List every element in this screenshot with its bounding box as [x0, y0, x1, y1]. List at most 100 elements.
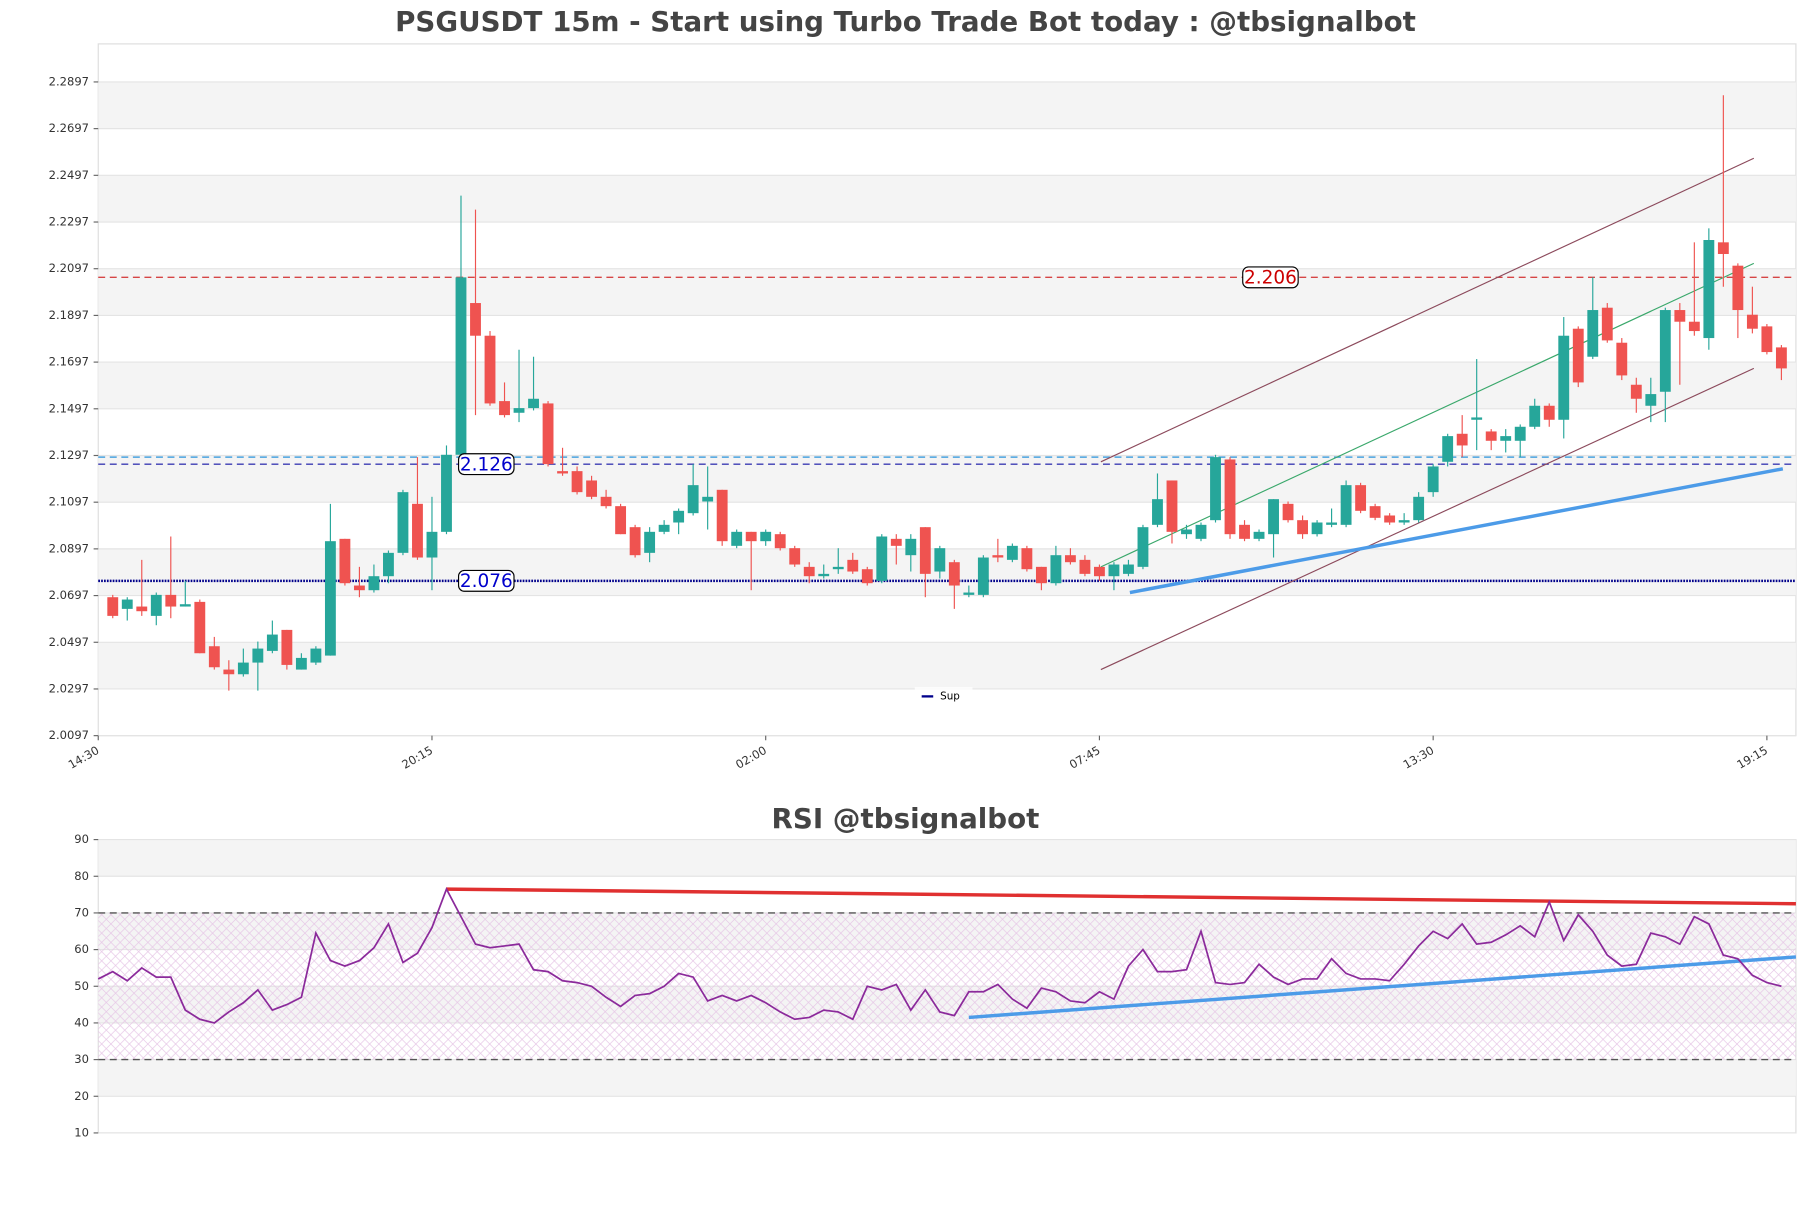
- candle-body: [1732, 265, 1744, 311]
- candle-body: [1442, 436, 1454, 462]
- grid-band: [98, 1059, 1796, 1097]
- candle-body: [731, 531, 743, 546]
- candle-body: [818, 573, 830, 577]
- candle-body: [687, 485, 699, 514]
- y-tick-label: 2.1897: [49, 308, 89, 322]
- level-label-text: 2.126: [460, 454, 513, 475]
- candle-body: [1398, 520, 1410, 523]
- y-tick-label: 2.0697: [49, 588, 89, 602]
- candle-body: [919, 527, 931, 574]
- trend-line: [1129, 467, 1784, 595]
- legend-label: Sup: [940, 690, 960, 702]
- candle-body: [745, 531, 757, 542]
- candle-body: [1674, 310, 1686, 322]
- candle-body: [1601, 307, 1613, 341]
- level-label-box: [457, 569, 515, 592]
- grid-band: [98, 175, 1796, 223]
- candle-body: [803, 566, 815, 577]
- candle-body: [237, 662, 249, 675]
- candle-body: [658, 524, 670, 532]
- candle-body: [528, 398, 539, 409]
- candle-body: [1035, 566, 1047, 584]
- candle-body: [252, 648, 264, 663]
- candle-body: [1021, 548, 1033, 570]
- candle-body: [1616, 342, 1628, 376]
- candle-body: [1471, 417, 1483, 420]
- candle-body: [499, 401, 510, 416]
- candle-body: [1587, 310, 1599, 357]
- y-tick-label: 20: [74, 1089, 89, 1103]
- candle-body: [876, 536, 888, 581]
- candle-body: [1500, 436, 1512, 441]
- level-label: 2.076: [457, 569, 515, 592]
- candle-body: [644, 531, 656, 553]
- y-tick-label: 2.0097: [49, 728, 89, 742]
- candle-body: [615, 506, 627, 535]
- candle-body: [136, 606, 148, 612]
- candle-body: [1514, 426, 1526, 441]
- candle-body: [1384, 515, 1396, 523]
- candle-body: [1413, 496, 1425, 521]
- candle-body: [455, 277, 467, 455]
- candle-body: [1239, 524, 1250, 539]
- candle-body: [1543, 405, 1555, 420]
- candle-body: [832, 566, 844, 570]
- candle-body: [1775, 347, 1787, 369]
- candle-body: [266, 634, 278, 651]
- x-tick-label: 13:30: [1401, 743, 1437, 772]
- candle-body: [397, 492, 409, 553]
- rsi-line: [97, 886, 1782, 1024]
- y-tick-label: 2.2097: [49, 261, 89, 275]
- level-label-text: 2.206: [1244, 268, 1297, 289]
- candle-body: [1108, 564, 1120, 577]
- candle-body: [992, 555, 1004, 558]
- candle-body: [339, 538, 351, 584]
- candle-body: [1253, 531, 1265, 539]
- y-tick-label: 40: [74, 1015, 89, 1029]
- grid-band: [98, 81, 1796, 129]
- candle-body: [1659, 310, 1671, 392]
- candle-body: [1369, 506, 1381, 518]
- legend-box: [914, 687, 973, 706]
- candle-body: [484, 335, 496, 404]
- grid-band: [98, 455, 1796, 503]
- candle-body: [557, 471, 568, 474]
- trend-line: [1100, 367, 1755, 671]
- x-tick-label: 07:45: [1067, 743, 1103, 772]
- candle-body: [1572, 328, 1584, 383]
- candle-body: [1282, 503, 1294, 521]
- candle-body: [963, 592, 975, 595]
- level-label-box: [1242, 266, 1299, 289]
- candle-body: [426, 531, 438, 558]
- trend-line: [1100, 157, 1755, 463]
- candle-body: [150, 594, 162, 616]
- level-label: 2.206: [1242, 266, 1299, 289]
- x-tick-label: 19:15: [1734, 743, 1770, 772]
- candle-body: [1761, 326, 1773, 353]
- trend-line: [1100, 262, 1755, 568]
- y-tick-label: 2.1497: [49, 401, 89, 415]
- candle-body: [1268, 499, 1279, 535]
- candle-body: [1645, 394, 1657, 406]
- y-tick-label: 30: [74, 1052, 89, 1066]
- candle-body: [905, 538, 917, 556]
- candle-body: [1050, 555, 1062, 584]
- candle-body: [1224, 459, 1236, 535]
- candle-body: [847, 559, 859, 572]
- candle-body: [1326, 522, 1338, 525]
- candle-body: [1717, 242, 1729, 255]
- candle-body: [324, 541, 336, 656]
- candle-body: [208, 646, 220, 668]
- candle-body: [441, 454, 452, 532]
- y-tick-label: 2.2697: [49, 121, 89, 135]
- candle-body: [1079, 559, 1091, 574]
- x-tick-label: 02:00: [733, 743, 769, 772]
- candle-body: [179, 604, 191, 607]
- candle-body: [1485, 431, 1497, 441]
- candle-body: [1064, 555, 1076, 563]
- y-tick-label: 2.2497: [49, 168, 89, 182]
- candle-body: [513, 408, 525, 413]
- candle-body: [702, 496, 714, 502]
- candle-body: [1152, 499, 1163, 525]
- candle-body: [1355, 485, 1367, 511]
